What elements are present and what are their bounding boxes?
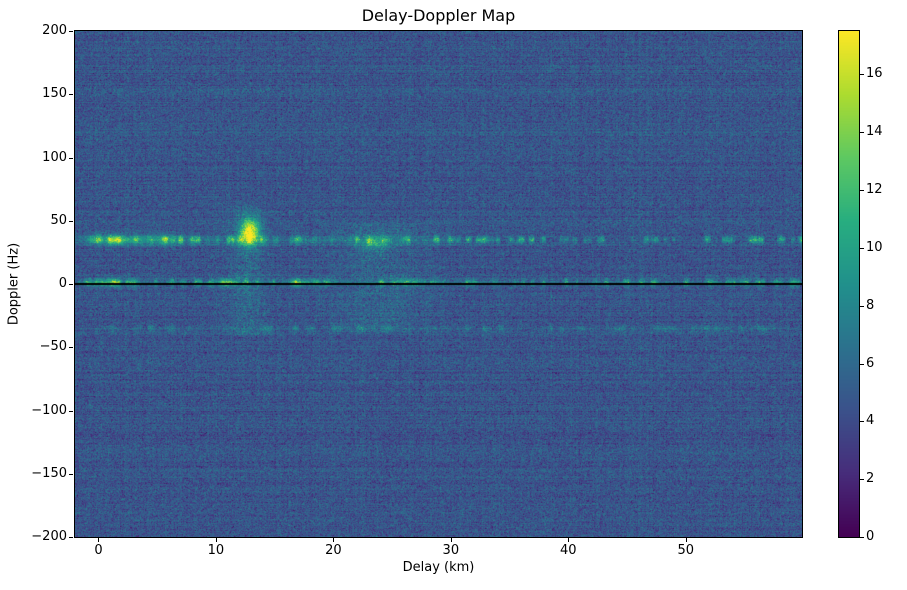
y-tick-mark [69,158,73,159]
colorbar-tick-mark [860,479,864,480]
y-tick-label: 0 [58,276,67,291]
y-tick-mark [69,537,73,538]
x-tick-mark [451,538,452,542]
plot-area [74,30,803,538]
colorbar-tick-mark [860,306,864,307]
colorbar-tick-label: 0 [866,529,875,544]
colorbar-tick-mark [860,364,864,365]
colorbar-tick-label: 8 [866,297,875,313]
heatmap-canvas [75,31,802,537]
colorbar-tick-label: 6 [866,355,875,371]
y-tick-label: 100 [42,149,67,165]
colorbar-tick-label: 14 [866,124,883,140]
y-tick-mark [69,474,73,475]
y-tick-mark [69,31,73,32]
x-tick-mark [98,538,99,542]
x-tick-label: 20 [325,543,342,558]
y-axis-label: Doppler (Hz) [6,242,22,326]
colorbar-tick-mark [860,421,864,422]
colorbar-tick-mark [860,74,864,75]
x-axis-label: Delay (km) [402,560,475,575]
x-tick-label: 50 [677,543,694,558]
colorbar-tick-mark [860,190,864,191]
y-tick-label: 50 [50,212,67,228]
colorbar-tick-label: 10 [866,239,883,255]
x-tick-mark [686,538,687,542]
colorbar-tick-mark [860,248,864,249]
colorbar-tick-label: 2 [866,471,875,487]
y-tick-mark [69,221,73,222]
x-tick-mark [333,538,334,542]
chart-title: Delay-Doppler Map [361,6,516,25]
y-tick-label: −200 [31,529,67,544]
y-tick-label: −50 [39,339,67,355]
colorbar-tick-label: 16 [866,66,883,82]
colorbar-tick-mark [860,132,864,133]
y-tick-mark [69,411,73,412]
colorbar-canvas [839,31,859,537]
x-tick-mark [216,538,217,542]
x-tick-label: 10 [207,543,225,558]
colorbar [838,30,860,538]
x-tick-label: 40 [559,543,577,558]
y-tick-mark [69,284,73,285]
y-tick-label: −100 [31,402,67,418]
colorbar-tick-label: 12 [866,182,883,198]
y-tick-mark [69,347,73,348]
x-tick-label: 30 [442,543,460,558]
colorbar-tick-mark [860,537,864,538]
y-tick-label: −150 [31,465,67,481]
y-tick-label: 150 [42,86,67,102]
colorbar-tick-label: 4 [866,413,875,429]
x-tick-label: 0 [94,543,103,558]
y-tick-label: 200 [42,23,67,38]
x-tick-mark [568,538,569,542]
y-tick-mark [69,94,73,95]
